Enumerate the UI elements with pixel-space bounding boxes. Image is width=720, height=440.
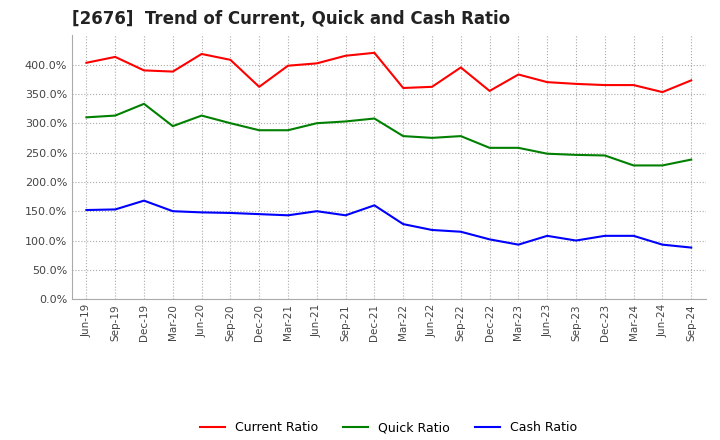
Cash Ratio [370,203,379,208]
Quick Ratio [428,135,436,140]
Quick Ratio [197,113,206,118]
Current Ratio [168,69,177,74]
Quick Ratio [399,133,408,139]
Line: Quick Ratio: Quick Ratio [86,104,691,165]
Current Ratio [485,88,494,94]
Current Ratio [140,68,148,73]
Quick Ratio [687,157,696,162]
Quick Ratio [82,115,91,120]
Quick Ratio [514,145,523,150]
Cash Ratio [111,207,120,212]
Quick Ratio [255,128,264,133]
Current Ratio [687,78,696,83]
Current Ratio [543,80,552,85]
Cash Ratio [543,233,552,238]
Current Ratio [312,61,321,66]
Quick Ratio [111,113,120,118]
Quick Ratio [456,133,465,139]
Text: [2676]  Trend of Current, Quick and Cash Ratio: [2676] Trend of Current, Quick and Cash … [72,10,510,28]
Current Ratio [226,57,235,62]
Cash Ratio [312,209,321,214]
Current Ratio [111,54,120,59]
Cash Ratio [658,242,667,247]
Cash Ratio [485,237,494,242]
Current Ratio [82,60,91,66]
Current Ratio [456,65,465,70]
Quick Ratio [370,116,379,121]
Cash Ratio [514,242,523,247]
Current Ratio [629,82,638,88]
Cash Ratio [572,238,580,243]
Quick Ratio [140,101,148,106]
Cash Ratio [82,207,91,213]
Cash Ratio [629,233,638,238]
Quick Ratio [485,145,494,150]
Current Ratio [197,51,206,57]
Quick Ratio [658,163,667,168]
Quick Ratio [284,128,292,133]
Cash Ratio [226,210,235,216]
Current Ratio [370,50,379,55]
Cash Ratio [197,210,206,215]
Quick Ratio [629,163,638,168]
Cash Ratio [168,209,177,214]
Current Ratio [428,84,436,89]
Current Ratio [658,89,667,95]
Quick Ratio [168,124,177,129]
Cash Ratio [399,221,408,227]
Line: Cash Ratio: Cash Ratio [86,201,691,248]
Quick Ratio [312,121,321,126]
Current Ratio [341,53,350,59]
Cash Ratio [341,213,350,218]
Current Ratio [399,85,408,91]
Quick Ratio [600,153,609,158]
Cash Ratio [456,229,465,235]
Current Ratio [284,63,292,68]
Cash Ratio [428,227,436,233]
Cash Ratio [284,213,292,218]
Current Ratio [514,72,523,77]
Quick Ratio [543,151,552,156]
Current Ratio [255,84,264,89]
Cash Ratio [687,245,696,250]
Current Ratio [572,81,580,87]
Cash Ratio [140,198,148,203]
Quick Ratio [226,121,235,126]
Line: Current Ratio: Current Ratio [86,53,691,92]
Quick Ratio [341,119,350,124]
Cash Ratio [255,212,264,217]
Quick Ratio [572,152,580,158]
Legend: Current Ratio, Quick Ratio, Cash Ratio: Current Ratio, Quick Ratio, Cash Ratio [195,416,582,439]
Current Ratio [600,82,609,88]
Cash Ratio [600,233,609,238]
